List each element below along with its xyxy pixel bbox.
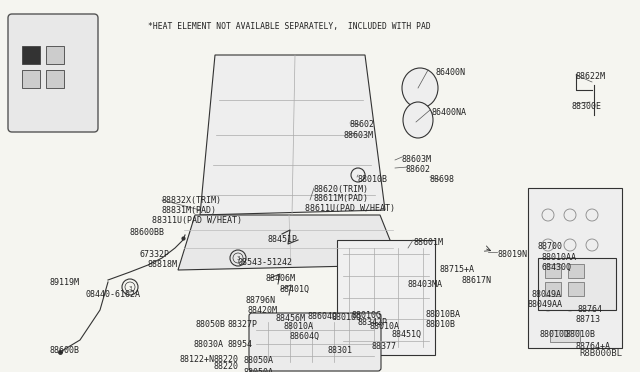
Text: 08543-51242: 08543-51242 <box>238 258 293 267</box>
Text: 88954: 88954 <box>228 340 253 349</box>
Text: 88010B: 88010B <box>565 330 595 339</box>
Text: 88713: 88713 <box>576 315 601 324</box>
Bar <box>22 70 40 88</box>
Text: 88010Q: 88010Q <box>332 313 362 322</box>
Text: R8B000BL: R8B000BL <box>579 349 622 358</box>
Text: 88831M(PAD): 88831M(PAD) <box>162 206 217 215</box>
Text: 88403MA: 88403MA <box>407 280 442 289</box>
Text: 88049A: 88049A <box>532 290 562 299</box>
Bar <box>46 46 64 64</box>
Text: 88603M: 88603M <box>402 155 432 164</box>
Text: 88611M(PAD): 88611M(PAD) <box>314 194 369 203</box>
FancyBboxPatch shape <box>249 313 381 371</box>
Text: 88698: 88698 <box>430 175 455 184</box>
Text: 88327P: 88327P <box>228 320 258 329</box>
Bar <box>337 240 435 355</box>
Bar <box>568 264 584 278</box>
Text: 88050B: 88050B <box>196 320 226 329</box>
Text: 68430Q: 68430Q <box>541 263 571 272</box>
Text: 88010B: 88010B <box>357 175 387 184</box>
Bar <box>538 258 616 310</box>
Text: 88010A: 88010A <box>369 322 399 331</box>
Text: 3: 3 <box>128 285 132 291</box>
Text: 88604Q: 88604Q <box>308 312 338 321</box>
Text: 88832X(TRIM): 88832X(TRIM) <box>162 196 222 205</box>
Text: 08440-6162A: 08440-6162A <box>85 290 140 299</box>
Bar <box>568 282 584 296</box>
FancyBboxPatch shape <box>8 14 98 132</box>
Text: 88220: 88220 <box>214 362 239 371</box>
Text: 88050A: 88050A <box>244 356 274 365</box>
Ellipse shape <box>402 68 438 108</box>
Text: 88010D: 88010D <box>540 330 570 339</box>
Bar <box>22 46 40 64</box>
Text: 88601M: 88601M <box>413 238 443 247</box>
Text: 88010A: 88010A <box>283 322 313 331</box>
Text: 88301: 88301 <box>328 346 353 355</box>
Text: 88617N: 88617N <box>461 276 491 285</box>
Text: 88050A: 88050A <box>244 368 274 372</box>
Text: 88604Q: 88604Q <box>290 332 320 341</box>
Text: 88600B: 88600B <box>50 346 80 355</box>
Text: 88420M: 88420M <box>248 306 278 315</box>
Text: 88019N: 88019N <box>497 250 527 259</box>
Text: 88311U(PAD W/HEAT): 88311U(PAD W/HEAT) <box>152 216 242 225</box>
Bar <box>550 330 580 342</box>
Bar <box>545 264 561 278</box>
Text: 88796N: 88796N <box>245 296 275 305</box>
Text: 3: 3 <box>236 257 240 262</box>
Text: 89119M: 89119M <box>50 278 80 287</box>
Bar <box>46 70 64 88</box>
Text: 88122+N: 88122+N <box>180 355 215 364</box>
Text: 88010AA: 88010AA <box>541 253 576 262</box>
Text: 88406M: 88406M <box>265 274 295 283</box>
Polygon shape <box>178 215 400 270</box>
Polygon shape <box>200 55 385 215</box>
Text: 88818M: 88818M <box>148 260 178 269</box>
Text: 88049AA: 88049AA <box>527 300 562 309</box>
Text: 88401Q: 88401Q <box>280 285 310 294</box>
Text: 88030A: 88030A <box>193 340 223 349</box>
Text: 86400N: 86400N <box>435 68 465 77</box>
Text: 88377: 88377 <box>372 342 397 351</box>
Text: 88715+A: 88715+A <box>440 265 475 274</box>
Text: 88451P: 88451P <box>268 235 298 244</box>
Text: 88600BB: 88600BB <box>130 228 165 237</box>
Text: 88620(TRIM): 88620(TRIM) <box>314 185 369 194</box>
Text: 88010B: 88010B <box>425 320 455 329</box>
Ellipse shape <box>403 102 433 138</box>
Text: 88010BA: 88010BA <box>425 310 460 319</box>
Text: 88451Q: 88451Q <box>392 330 422 339</box>
Text: 88220: 88220 <box>214 355 239 364</box>
Text: 67332P: 67332P <box>140 250 170 259</box>
Text: 88603M: 88603M <box>344 131 374 140</box>
Text: 88300E: 88300E <box>572 102 602 111</box>
Text: *HEAT ELEMENT NOT AVAILABLE SEPARATELY,  INCLUDED WITH PAD: *HEAT ELEMENT NOT AVAILABLE SEPARATELY, … <box>148 22 431 31</box>
Text: 86400NA: 86400NA <box>432 108 467 117</box>
Text: 88010G: 88010G <box>351 311 381 320</box>
Text: 88456M: 88456M <box>275 314 305 323</box>
Text: 88342P: 88342P <box>358 318 388 327</box>
Bar <box>545 282 561 296</box>
Text: 88611U(PAD W/HEAT): 88611U(PAD W/HEAT) <box>305 204 395 213</box>
Text: 88602: 88602 <box>406 165 431 174</box>
Text: 88700: 88700 <box>538 242 563 251</box>
Text: 88764: 88764 <box>578 305 603 314</box>
Bar <box>528 188 622 348</box>
Text: 88764+A: 88764+A <box>575 342 610 351</box>
Text: 88622M: 88622M <box>576 72 606 81</box>
Text: 88602: 88602 <box>350 120 375 129</box>
